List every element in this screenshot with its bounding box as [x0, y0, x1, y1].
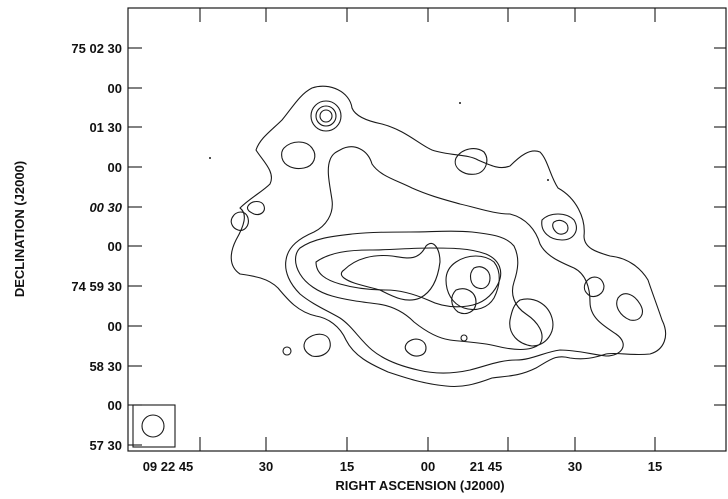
contour-blob-top-right: [454, 148, 488, 175]
y-axis-title: DECLINATION (J2000): [12, 161, 27, 297]
contour-level-1-main: [230, 85, 667, 388]
y-tick-label: 00: [108, 239, 122, 254]
x-axis-ticks: [199, 8, 656, 451]
x-tick-label: 15: [648, 459, 662, 474]
y-tick-label: 57 30: [89, 438, 122, 453]
contour-blob-tiny-center: [460, 334, 468, 342]
compact-source-outer: [310, 100, 342, 132]
x-tick-label: 30: [568, 459, 582, 474]
y-tick-label: 01 30: [89, 120, 122, 135]
contour-blob-left: [230, 211, 249, 231]
x-tick-label: 09 22 45: [143, 459, 194, 474]
y-tick-label: 00 30: [89, 200, 122, 215]
contour-blob-tiny-bottom: [282, 346, 292, 356]
y-tick-label: 00: [108, 398, 122, 413]
contours: [209, 85, 667, 388]
noise-point: [547, 179, 549, 181]
contour-blob-far-right: [583, 276, 605, 298]
contour-lower-blob: [451, 288, 477, 315]
y-tick-label: 58 30: [89, 359, 122, 374]
contour-blob-bottom-center: [404, 338, 427, 357]
compact-source-inner: [319, 109, 333, 123]
y-axis-ticks: [128, 47, 726, 446]
beam-indicator: [132, 404, 176, 448]
x-tick-label: 21 45: [470, 459, 503, 474]
contour-blob-left-upper: [246, 200, 265, 216]
contour-level-3: [294, 230, 543, 351]
contour-knot-right-inner: [552, 219, 569, 235]
y-tick-label: 75 02 30: [71, 41, 122, 56]
contour-level-5-core: [340, 242, 441, 301]
contour-right-lobe: [445, 255, 500, 311]
contour-knot-right: [541, 213, 577, 241]
x-tick-labels: 09 22 45 30 15 00 21 45 30 15: [143, 459, 663, 474]
y-tick-label: 74 59 30: [71, 279, 122, 294]
contour-knot-upper-left: [281, 141, 316, 170]
y-tick-label: 00: [108, 81, 122, 96]
plot-frame: [127, 7, 727, 452]
contour-level-4: [315, 247, 502, 308]
x-tick-label: 00: [421, 459, 435, 474]
contour-blob-far-right-2: [616, 293, 643, 321]
contour-lower-right: [509, 298, 554, 347]
contour-right-inner: [469, 266, 491, 290]
y-tick-label: 00: [108, 319, 122, 334]
compact-source-mid: [315, 105, 337, 127]
x-tick-label: 30: [259, 459, 273, 474]
y-tick-label: 00: [108, 160, 122, 175]
y-tick-labels: 75 02 30 00 01 30 00 00 30 00 74 59 30 0…: [71, 41, 122, 453]
contour-level-2: [285, 146, 624, 374]
contour-blob-bottom: [303, 333, 331, 357]
noise-point: [459, 102, 461, 104]
x-axis-title: RIGHT ASCENSION (J2000): [335, 478, 504, 493]
noise-point: [209, 157, 211, 159]
x-tick-label: 15: [340, 459, 354, 474]
